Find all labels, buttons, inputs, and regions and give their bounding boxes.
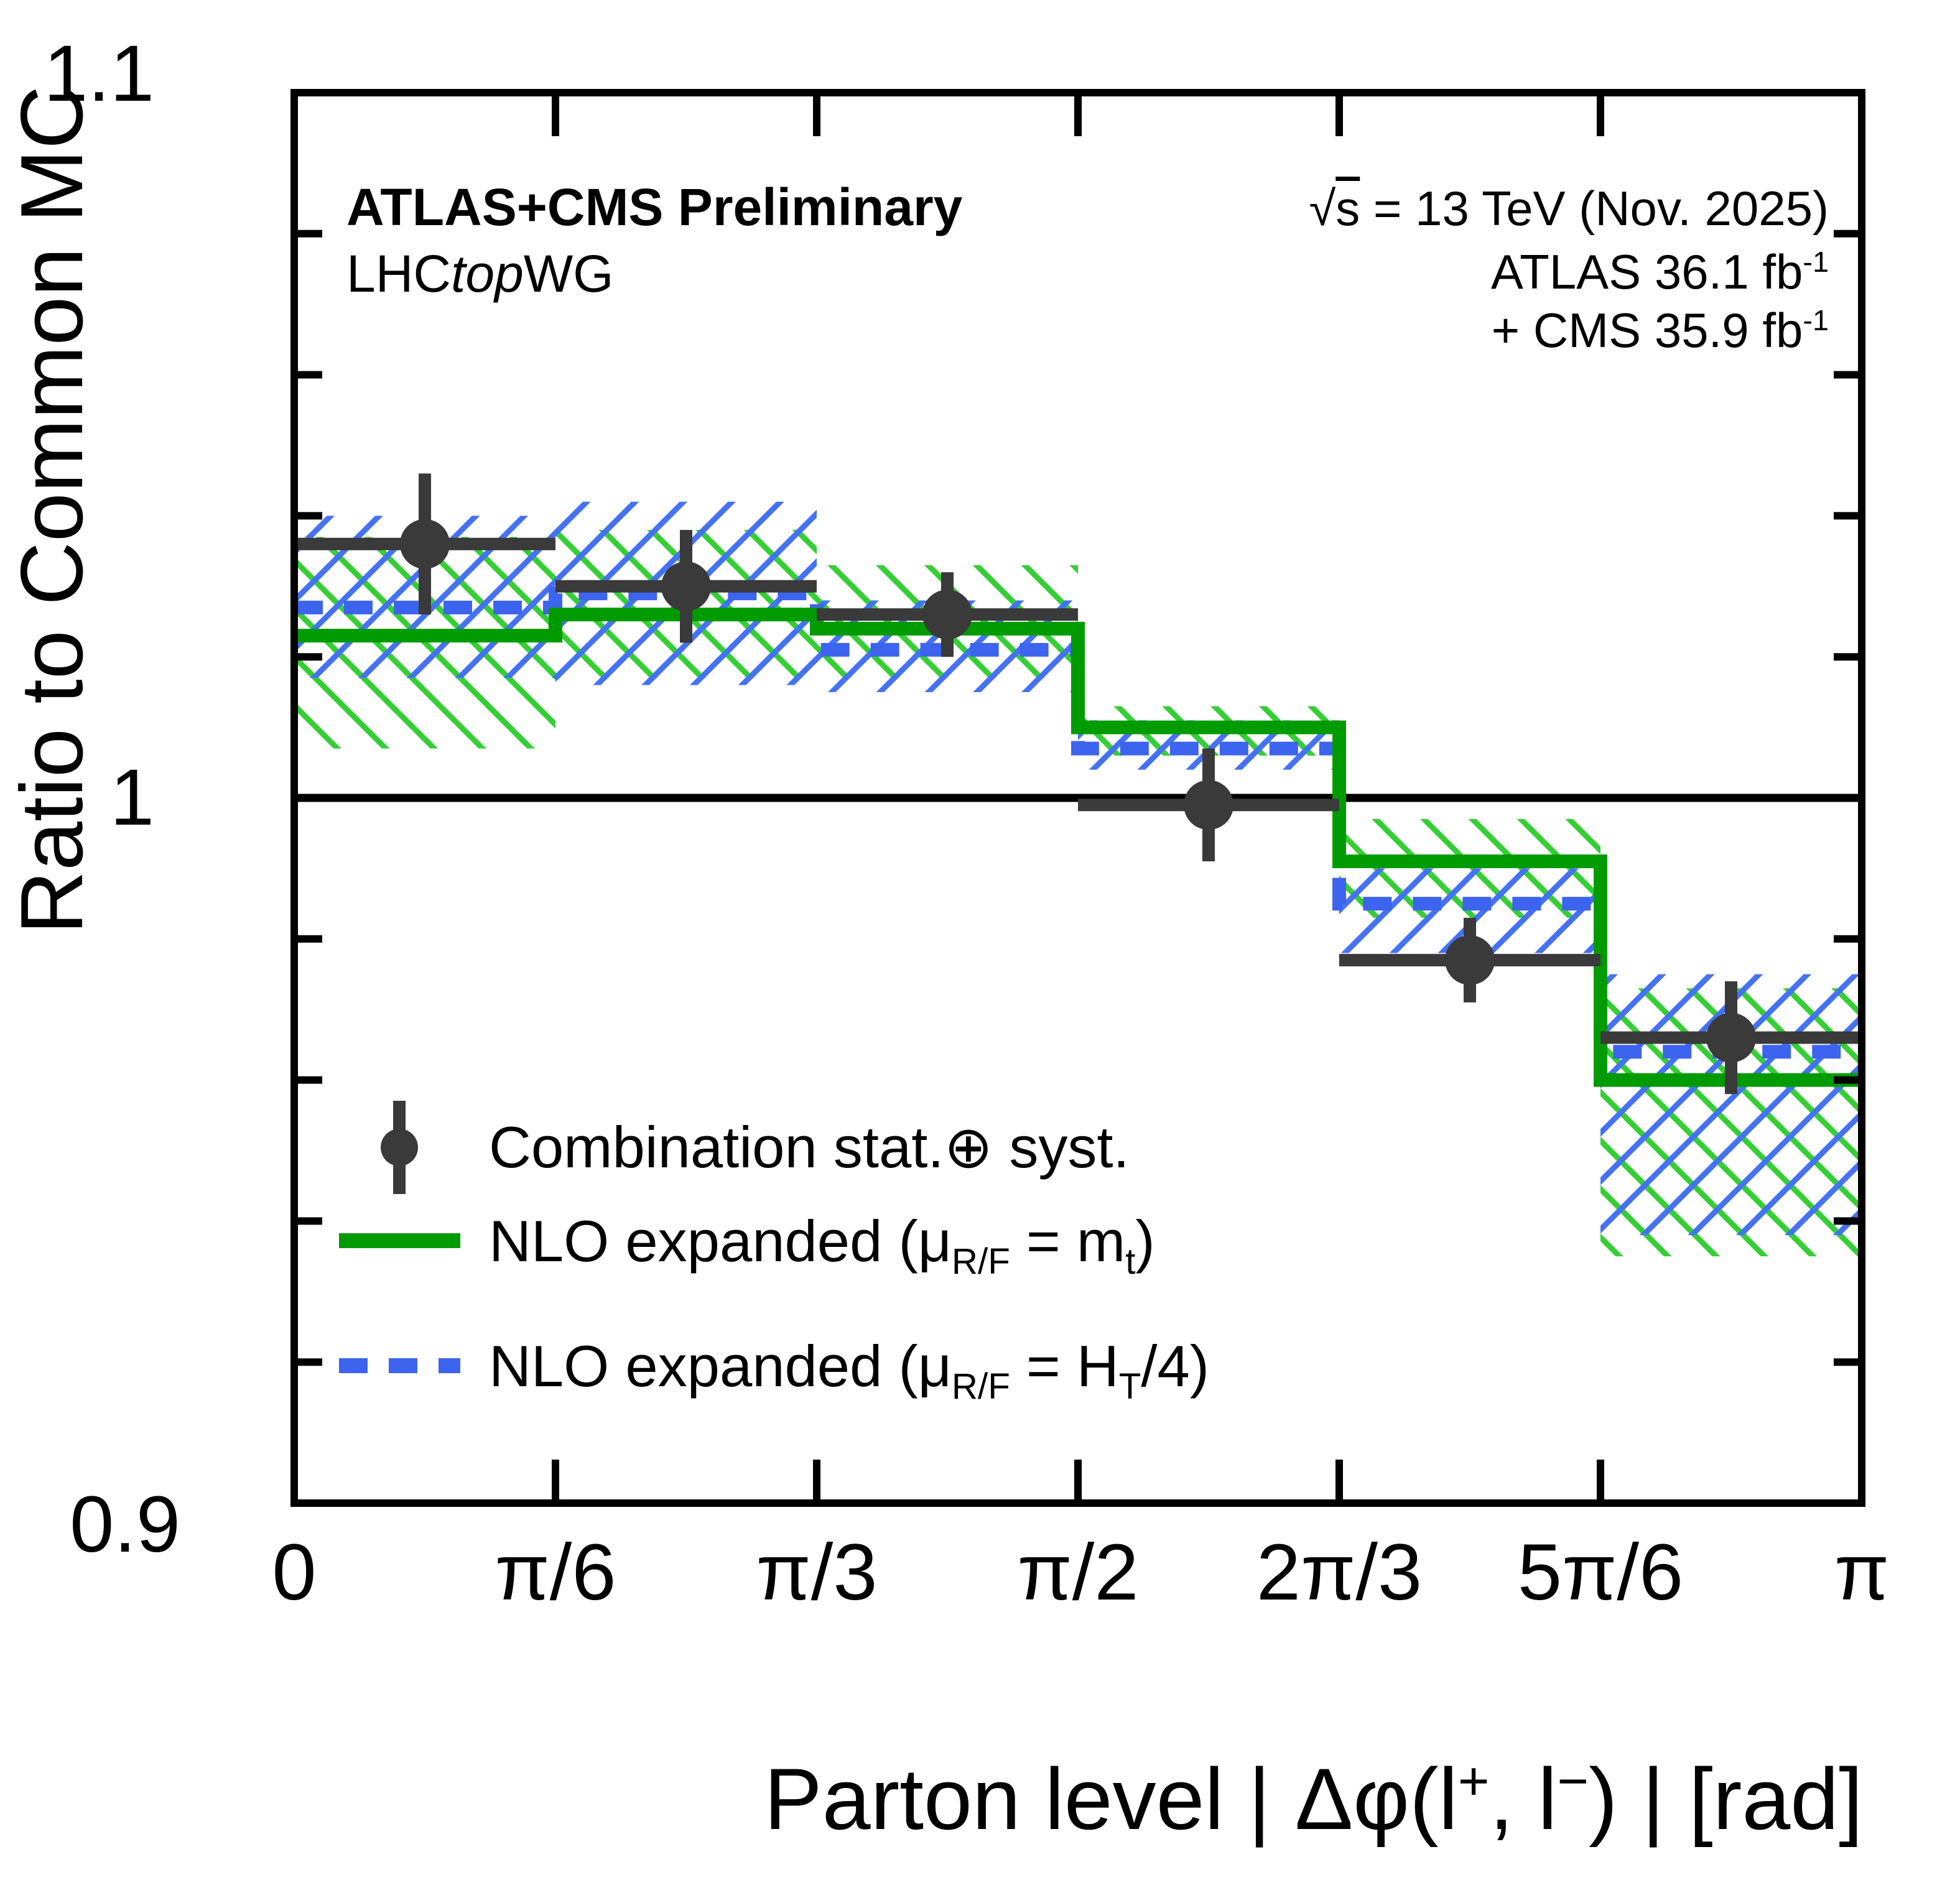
wg-post: WG <box>523 244 614 303</box>
x-axis-title: Parton level | Δφ(l+, l−) | [rad] <box>764 1749 1863 1850</box>
x-axis-title-sup-plus: + <box>1457 1751 1490 1812</box>
experiment-label: ATLAS+CMS Preliminary <box>346 178 963 236</box>
x-tick-label-pi6: π/6 <box>495 1528 616 1617</box>
x-axis-title-sup-minus: − <box>1557 1751 1589 1812</box>
x-axis-title-text: Parton level | Δφ(l <box>764 1750 1458 1848</box>
leg2-mid: = m <box>1010 1208 1126 1274</box>
leg3-post: /4) <box>1141 1333 1210 1399</box>
combination-data-points <box>294 473 1862 1095</box>
legend-label-combination: Combination stat.⊕ syst. <box>489 1114 1130 1180</box>
leg3-pre: NLO expanded (μ <box>489 1333 952 1399</box>
energy-text: = 13 TeV (Nov. 2025) <box>1360 181 1829 236</box>
data-point-marker-icon <box>1706 1012 1756 1063</box>
y-tick-label-1: 1 <box>109 753 154 842</box>
wg-italic: top <box>451 244 524 303</box>
y-tick-label-0p9: 0.9 <box>70 1480 180 1569</box>
data-point-marker-icon <box>661 561 711 611</box>
cms-lumi-sup: -1 <box>1803 304 1829 336</box>
x-tick-label-pi3: π/3 <box>756 1528 878 1617</box>
data-point-marker-icon <box>1184 780 1233 830</box>
sqrt-arg: s <box>1335 181 1360 236</box>
working-group-label: LHCtopWG <box>346 244 613 304</box>
x-axis-title-text3: ) | [rad] <box>1589 1750 1863 1848</box>
data-point-marker-icon <box>922 590 972 640</box>
y-tick-label-1p1: 1.1 <box>44 29 154 118</box>
leg2-sub1: R/F <box>951 1241 1010 1282</box>
wg-pre: LHC <box>346 244 452 303</box>
x-tick-label-5pi6: 5π/6 <box>1517 1528 1684 1617</box>
x-tick-label-pi: π <box>1834 1528 1890 1617</box>
cms-energy-label: √s = 13 TeV (Nov. 2025) <box>1309 180 1829 237</box>
legend-glyphs <box>339 1101 460 1373</box>
sqrt-icon: √ <box>1309 181 1336 236</box>
data-point-marker-icon <box>1445 935 1495 985</box>
cms-lumi-label: + CMS 35.9 fb-1 <box>1492 302 1829 359</box>
legend-marker-icon <box>381 1129 418 1166</box>
atlas-lumi-label: ATLAS 36.1 fb-1 <box>1491 244 1829 300</box>
nlo-mt-step-line <box>294 608 1862 1087</box>
x-axis-title-text2: , l <box>1489 1750 1558 1848</box>
x-tick-label-2pi3: 2π/3 <box>1256 1528 1423 1617</box>
leg2-sub2: t <box>1125 1241 1136 1282</box>
legend-label-nlo-mt: NLO expanded (μR/F = mt) <box>489 1208 1155 1282</box>
x-tick-label-pi2: π/2 <box>1017 1528 1139 1617</box>
atlas-lumi-text: ATLAS 36.1 fb <box>1490 244 1803 299</box>
legend-label-nlo-ht4: NLO expanded (μR/F = HT/4) <box>489 1333 1209 1407</box>
leg2-post: ) <box>1135 1208 1155 1274</box>
leg3-sub1: R/F <box>951 1366 1010 1407</box>
plot-frame <box>290 89 1865 1507</box>
leg3-mid: = H <box>1010 1333 1119 1399</box>
cms-lumi-text: + CMS 35.9 fb <box>1491 303 1803 358</box>
atlas-lumi-sup: -1 <box>1803 246 1829 278</box>
y-axis-title: Ratio to Common MC <box>2 85 101 935</box>
data-point-marker-icon <box>400 519 450 569</box>
leg2-pre: NLO expanded (μ <box>489 1208 952 1274</box>
leg3-sub2: T <box>1118 1366 1141 1407</box>
x-tick-label-0: 0 <box>272 1528 317 1617</box>
